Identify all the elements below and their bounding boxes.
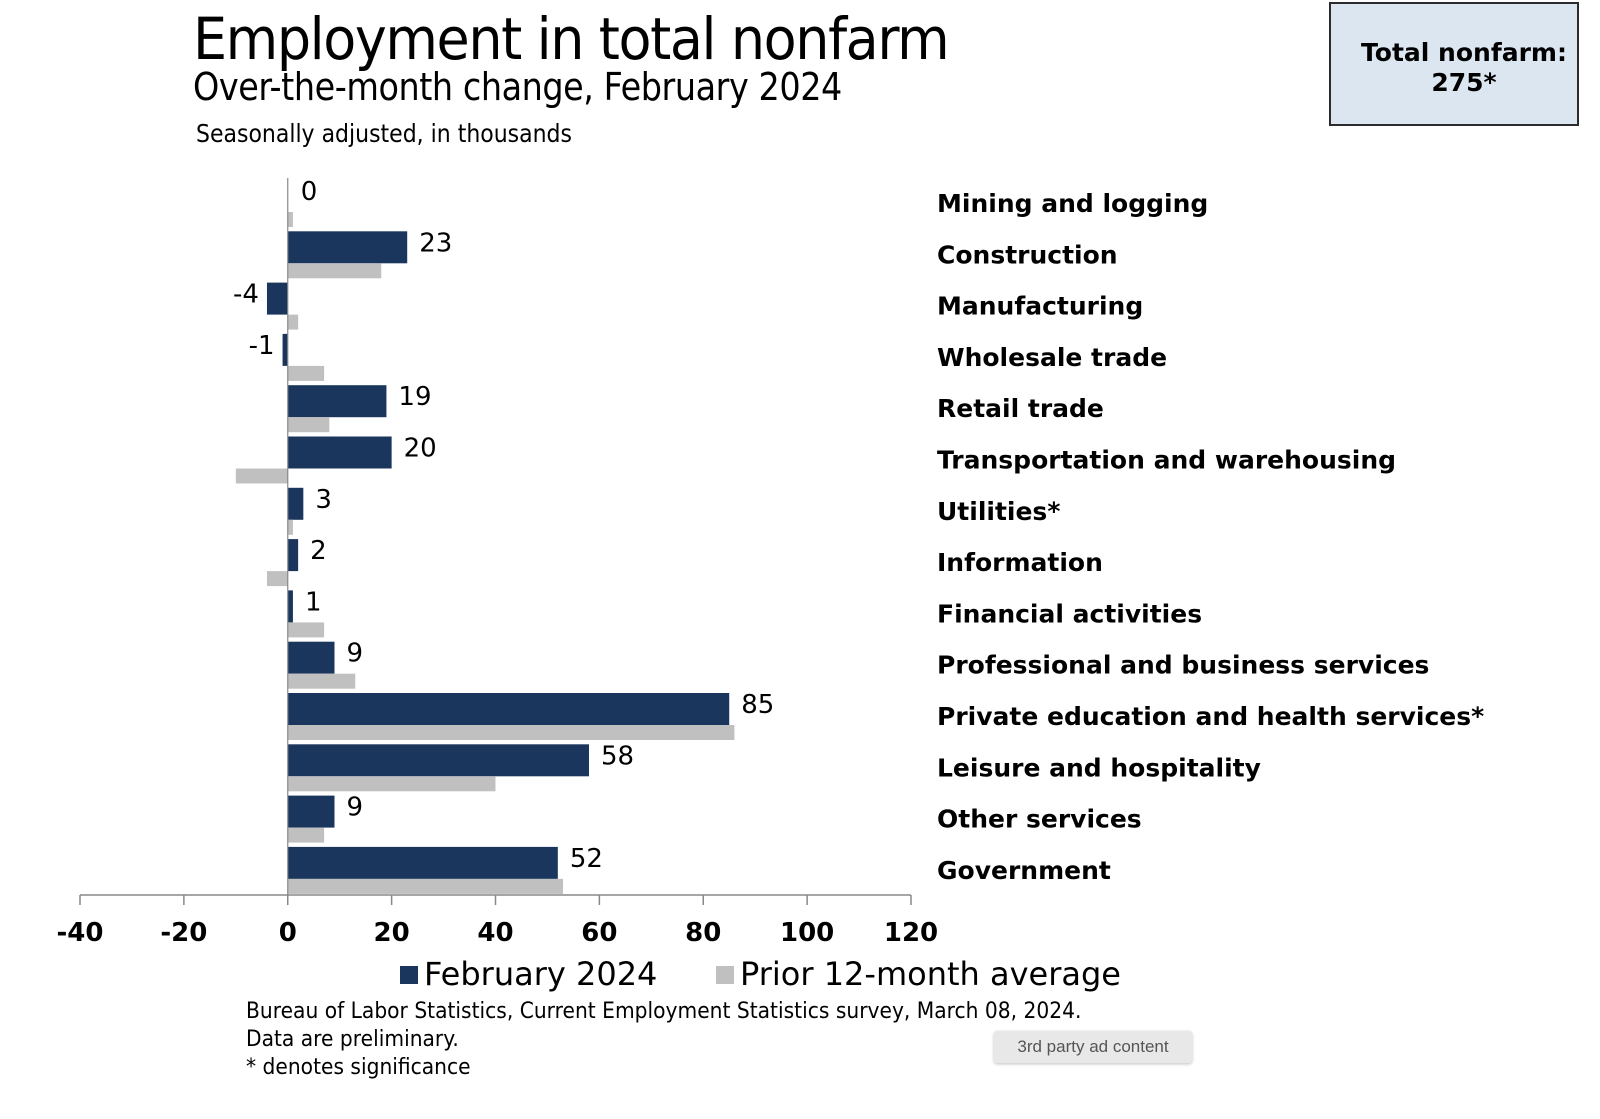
units-note: Seasonally adjusted, in thousands <box>196 119 572 148</box>
significance-note: * denotes significance <box>246 1055 471 1080</box>
third-party-ad-label[interactable]: 3rd party ad content <box>994 1031 1192 1063</box>
value-label-other-services: 9 <box>346 793 363 823</box>
value-label-retail-trade: 19 <box>398 382 431 412</box>
value-label-professional-and-business-services: 9 <box>346 639 363 669</box>
legend-label-prior-average: Prior 12-month average <box>740 955 1121 993</box>
bar-february-2024-professional-and-business-services <box>287 641 335 674</box>
bar-prior-average-government <box>287 878 564 894</box>
x-tick-label: 0 <box>279 918 297 948</box>
axes-group: -40 -20 0 20 40 60 80 100 120 <box>57 178 938 948</box>
legend-swatch-february-2024 <box>400 966 418 984</box>
value-label-financial-activities: 1 <box>305 587 322 617</box>
bar-february-2024-other-services <box>287 795 335 828</box>
bar-prior-average-construction <box>287 263 382 279</box>
category-label-government: Government <box>937 856 1111 885</box>
category-label-construction: Construction <box>937 240 1118 269</box>
category-label-manufacturing: Manufacturing <box>937 292 1143 321</box>
x-tick-label: -20 <box>160 918 207 948</box>
value-label-mining-and-logging: 0 <box>301 177 318 207</box>
bar-february-2024-manufacturing <box>266 282 288 315</box>
category-label-transportation-and-warehousing: Transportation and warehousing <box>937 446 1396 475</box>
value-label-wholesale-trade: -1 <box>249 331 275 361</box>
bar-prior-average-information <box>266 571 288 587</box>
category-label-leisure-and-hospitality: Leisure and hospitality <box>937 753 1261 782</box>
bar-february-2024-wholesale-trade <box>282 333 288 366</box>
x-tick-label: 80 <box>685 918 721 948</box>
category-label-private-education-and-health-services: Private education and health services* <box>937 702 1484 731</box>
legend-label-february-2024: February 2024 <box>424 955 658 993</box>
total-nonfarm-label: Total nonfarm: <box>1361 38 1567 67</box>
bar-prior-average-utilities <box>287 519 293 535</box>
category-label-information: Information <box>937 548 1103 577</box>
bar-prior-average-transportation-and-warehousing <box>235 468 288 484</box>
bar-prior-average-financial-activities <box>287 622 325 638</box>
x-tick-label: 60 <box>581 918 617 948</box>
bar-prior-average-mining-and-logging <box>287 212 293 227</box>
bar-february-2024-government <box>287 846 558 879</box>
category-label-other-services: Other services <box>937 805 1142 834</box>
category-label-financial-activities: Financial activities <box>937 599 1202 628</box>
total-nonfarm-value: 275* <box>1431 68 1497 97</box>
bar-february-2024-construction <box>287 231 408 264</box>
value-label-transportation-and-warehousing: 20 <box>404 434 437 464</box>
x-tick-label: -40 <box>57 918 104 948</box>
bar-prior-average-private-education-and-health-services <box>287 725 735 740</box>
bar-february-2024-transportation-and-warehousing <box>287 436 392 469</box>
x-tick-label: 40 <box>477 918 513 948</box>
total-nonfarm-box: Total nonfarm: 275* <box>1329 2 1579 126</box>
bar-february-2024-leisure-and-hospitality <box>287 744 589 777</box>
value-label-leisure-and-hospitality: 58 <box>601 741 634 771</box>
category-label-wholesale-trade: Wholesale trade <box>937 343 1167 372</box>
value-label-utilities: 3 <box>315 485 332 515</box>
category-label-mining-and-logging: Mining and logging <box>937 189 1208 218</box>
value-label-information: 2 <box>310 536 327 566</box>
x-tick-label: 120 <box>884 918 938 948</box>
bar-february-2024-private-education-and-health-services <box>287 693 730 725</box>
bar-prior-average-retail-trade <box>287 417 330 433</box>
value-label-government: 52 <box>570 844 603 874</box>
category-label-utilities: Utilities* <box>937 497 1060 526</box>
bars-group <box>235 180 735 894</box>
bar-prior-average-leisure-and-hospitality <box>287 776 496 792</box>
source-note: Bureau of Labor Statistics, Current Empl… <box>246 998 1081 1082</box>
preliminary-note: Data are preliminary. <box>246 1027 459 1052</box>
value-label-construction: 23 <box>419 228 452 258</box>
bar-february-2024-utilities <box>287 487 304 520</box>
bar-prior-average-professional-and-business-services <box>287 673 356 689</box>
bar-prior-average-manufacturing <box>287 314 299 330</box>
x-tick-label: 100 <box>780 918 834 948</box>
bar-prior-average-wholesale-trade <box>287 365 325 381</box>
category-label-retail-trade: Retail trade <box>937 394 1104 423</box>
bar-prior-average-other-services <box>287 827 325 843</box>
value-label-manufacturing: -4 <box>233 280 259 310</box>
category-label-professional-and-business-services: Professional and business services <box>937 651 1429 680</box>
chart-title: Employment in total nonfarm <box>193 5 950 73</box>
bar-february-2024-financial-activities <box>287 590 293 623</box>
bar-february-2024-retail-trade <box>287 385 387 418</box>
legend-swatch-prior-average <box>716 966 734 984</box>
bar-february-2024-information <box>287 539 299 572</box>
source-text: Bureau of Labor Statistics, Current Empl… <box>246 999 1082 1024</box>
value-label-private-education-and-health-services: 85 <box>741 690 774 720</box>
x-tick-label: 20 <box>374 918 410 948</box>
chart-subtitle: Over-the-month change, February 2024 <box>193 65 842 109</box>
